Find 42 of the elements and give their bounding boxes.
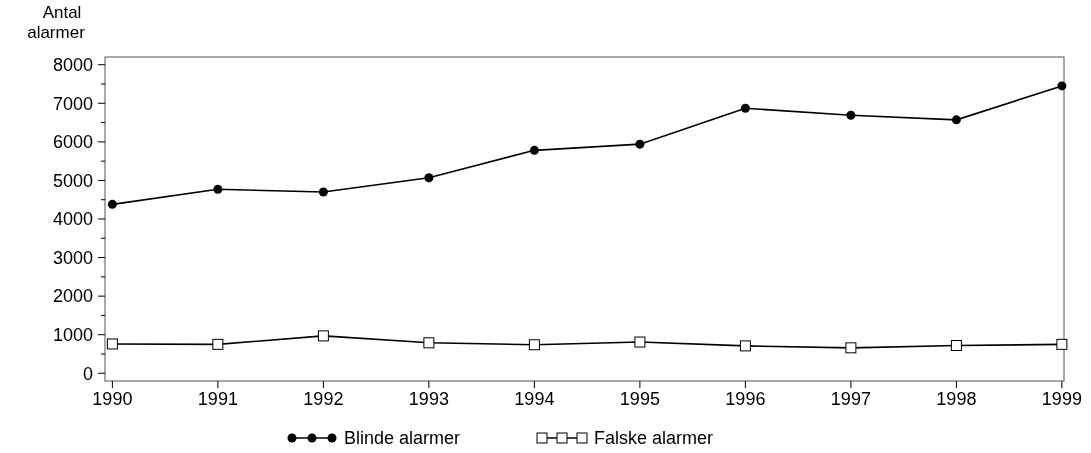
legend-label: Falske alarmer [594,428,714,449]
y-tick-label: 5000 [52,170,93,191]
point [212,338,224,350]
point [318,187,328,197]
x-tick-label: 1999 [1041,389,1082,409]
point [740,103,750,113]
y-tick-label: 8000 [52,55,93,76]
point [1057,81,1067,91]
point [634,336,646,348]
point [635,139,645,149]
y-tick-label: 4000 [52,209,93,230]
point [106,338,118,350]
x-tick-label: 1998 [936,389,977,409]
x-tick-label: 1995 [619,389,660,409]
point [424,173,434,183]
y-tick-label: 2000 [52,286,93,307]
point [950,340,962,352]
x-tick-label: 1993 [408,389,449,409]
point [317,330,329,342]
y-tick-label: 1000 [52,325,93,346]
point [845,342,857,354]
x-tick-label: 1994 [514,389,555,409]
point [107,199,117,209]
y-tick-label: 7000 [52,93,93,114]
y-tick-label: 6000 [52,132,93,153]
x-tick-label: 1996 [725,389,766,409]
point [951,115,961,125]
x-tick-label: 1997 [830,389,871,409]
y-tick-label: 3000 [52,247,93,268]
point [529,145,539,155]
point [213,184,223,194]
point [1056,338,1068,350]
y-axis-title: Antal alarmer [27,3,86,42]
point [528,339,540,351]
x-tick-label: 1991 [197,389,238,409]
x-tick-label: 1992 [303,389,344,409]
legend-label: Blinde alarmer [344,428,461,449]
point [423,337,435,349]
y-tick-label: 0 [82,363,93,384]
x-tick-label: 1990 [92,389,133,409]
point [739,340,751,352]
point [846,110,856,120]
